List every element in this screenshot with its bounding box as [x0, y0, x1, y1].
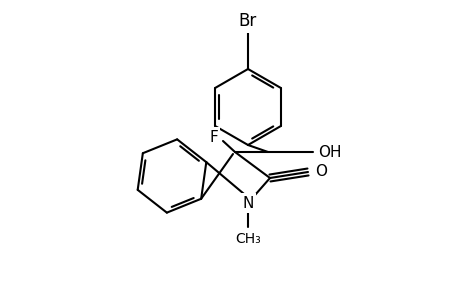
Text: N: N	[242, 196, 253, 211]
Text: CH₃: CH₃	[235, 232, 260, 246]
Text: O: O	[314, 164, 326, 179]
Text: OH: OH	[317, 145, 341, 160]
Text: F: F	[209, 130, 218, 145]
Text: Br: Br	[238, 12, 257, 30]
